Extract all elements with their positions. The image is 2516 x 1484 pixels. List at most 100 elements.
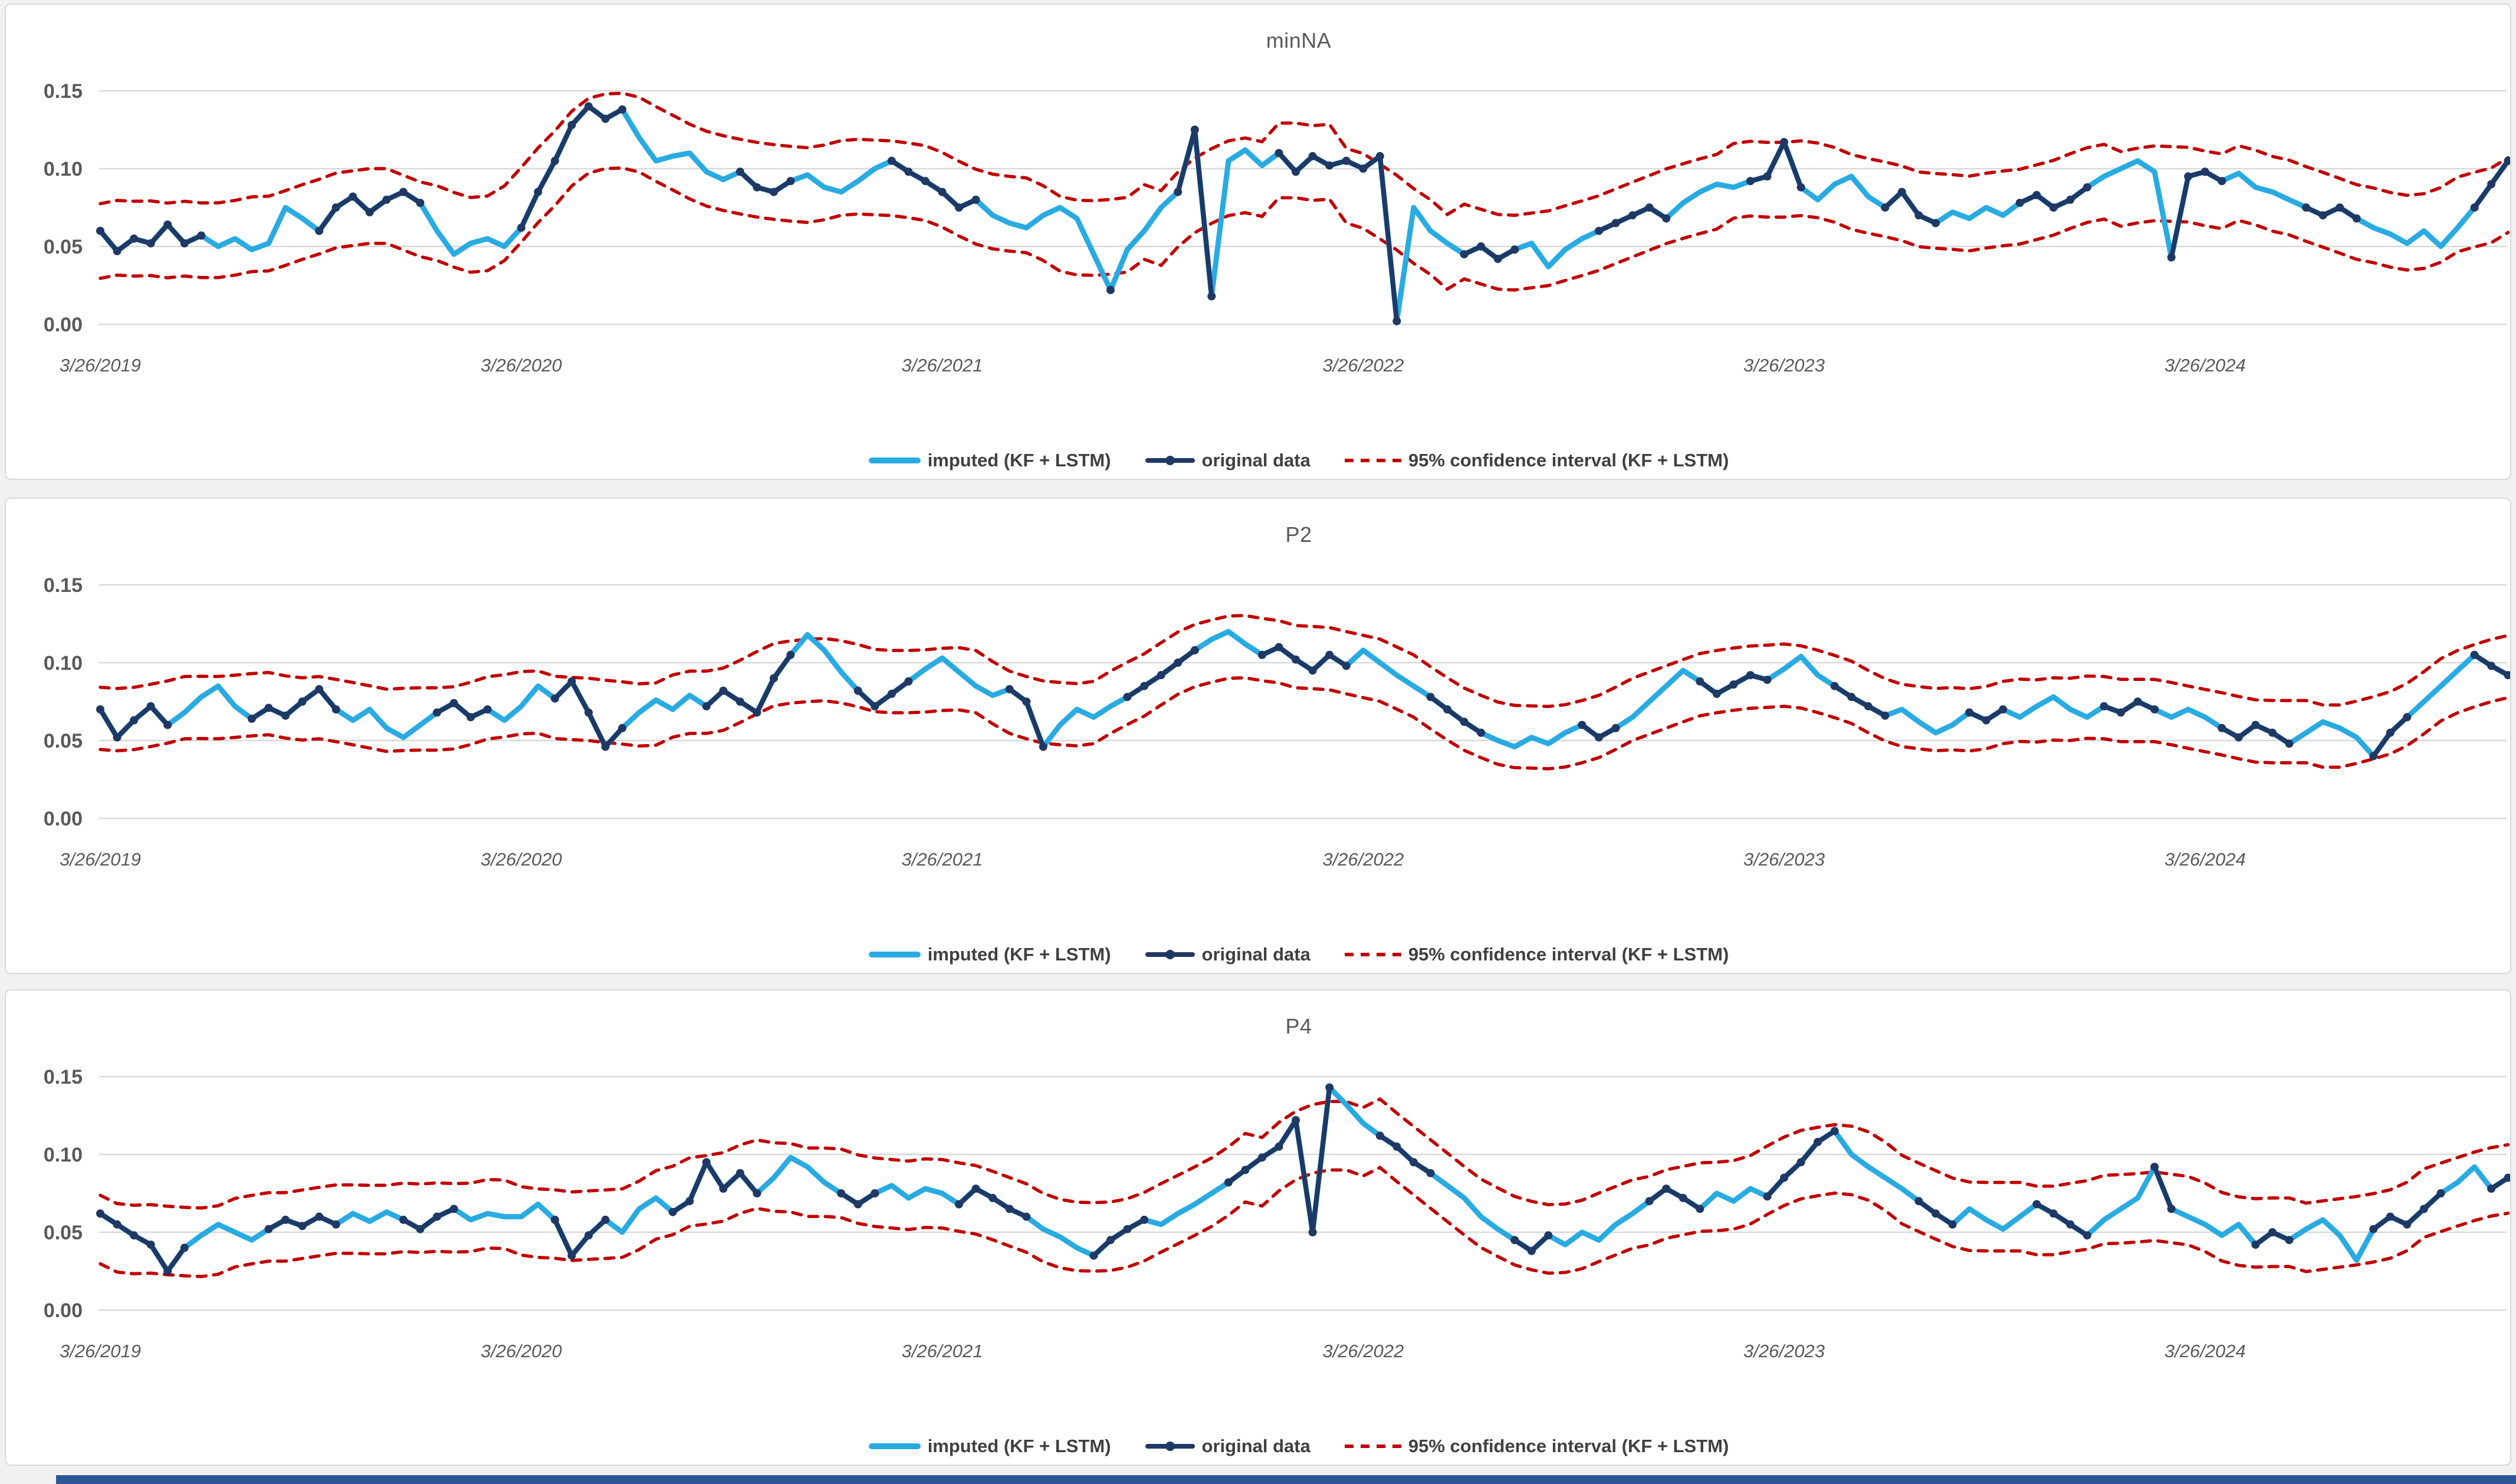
original-point [2403, 713, 2412, 722]
original-line-segment [1749, 140, 1804, 189]
original-point [2083, 183, 2091, 192]
original-point [887, 689, 896, 698]
legend-label-original: original data [1201, 450, 1310, 470]
original-line-segment [2169, 169, 2223, 258]
original-point [433, 708, 441, 717]
original-line-segment [705, 653, 793, 715]
original-point [1578, 720, 1587, 729]
legend-item-original: original data [1145, 944, 1310, 965]
original-point [1106, 285, 1115, 294]
legend-label-ci: 95% confidence interval (KF + LSTM) [1408, 1436, 1729, 1456]
legend-item-imputed: imputed (KF + LSTM) [868, 944, 1111, 965]
original-point [1729, 680, 1738, 689]
original-point [1965, 708, 1974, 717]
original-point [735, 1169, 744, 1177]
original-point [2386, 1212, 2395, 1221]
original-point [1190, 646, 1199, 654]
original-point [2268, 1228, 2277, 1236]
original-point [2369, 1225, 2378, 1233]
original-point [2167, 253, 2176, 262]
x-tick-label: 3/26/2022 [1322, 1341, 1404, 1361]
ci-dashed-swatch-icon [1344, 1444, 1401, 1448]
minna-plot-svg: 0.00 0.05 0.10 0.15 3/26/2019 3/26/2020 3/26/2… [44, 80, 2510, 376]
legend-item-original: original data [1145, 1436, 1310, 1457]
x-tick-label: 3/26/2023 [1743, 849, 1825, 870]
ci-upper-line [98, 91, 2510, 217]
x-tick-label: 3/26/2021 [902, 1341, 983, 1361]
x-tick-label: 3/26/2021 [902, 849, 983, 870]
original-point [2066, 1220, 2075, 1229]
chart-panel-minna[interactable]: 0.00 0.05 0.10 0.15 3/26/2019 3/26/2020 3/26/2… [5, 4, 2511, 480]
original-point [1308, 1228, 1317, 1236]
original-line-segment [1261, 644, 1348, 673]
original-point [365, 208, 374, 216]
original-point [1426, 1169, 1435, 1177]
original-point [735, 167, 744, 176]
original-point [1914, 1197, 1923, 1206]
chart-title: minNA [1266, 28, 1332, 52]
original-point [1375, 1131, 1384, 1140]
legend-item-ci: 95% confidence interval (KF + LSTM) [1344, 450, 1729, 471]
ci-dashed-swatch-icon [1344, 459, 1401, 462]
original-point [1426, 693, 1435, 702]
legend-item-imputed: imputed (KF + LSTM) [868, 1436, 1111, 1457]
original-point [702, 702, 711, 710]
original-point [1527, 1246, 1536, 1255]
original-point [567, 1251, 576, 1260]
original-point [1510, 245, 1519, 254]
original-point [2032, 1200, 2041, 1209]
original-point [955, 203, 963, 212]
original-point [618, 723, 627, 732]
original-point [2386, 728, 2395, 737]
original-point [601, 1215, 610, 1224]
y-tick-label: 0.00 [44, 1299, 83, 1322]
original-point [584, 1231, 593, 1240]
chart-legend: imputed (KF + LSTM) original data 95% co… [94, 1433, 2503, 1460]
original-point [113, 1220, 121, 1229]
original-point [315, 1212, 324, 1221]
original-point [2150, 1163, 2159, 1172]
x-tick-label: 3/26/2019 [60, 849, 141, 870]
original-point [567, 121, 576, 130]
original-point [702, 1158, 711, 1167]
original-point [382, 195, 391, 204]
original-point [719, 686, 728, 695]
chart-title: P4 [1285, 1014, 1312, 1038]
y-tick-label: 0.00 [44, 808, 83, 830]
original-line-segment [98, 1211, 187, 1274]
original-point [449, 699, 458, 708]
x-tick-label: 3/26/2022 [1322, 849, 1404, 870]
imputed-line [97, 103, 2510, 324]
original-point [2487, 662, 2496, 670]
legend-item-original: original data [1145, 450, 1310, 471]
original-point [1932, 219, 1940, 228]
original-point [1308, 666, 1317, 675]
original-point [1207, 292, 1216, 301]
original-point [971, 195, 980, 204]
x-tick-label: 3/26/2023 [1743, 1341, 1825, 1361]
original-point [449, 1205, 458, 1213]
original-point [668, 1207, 677, 1216]
chart-panel-p2[interactable]: 0.00 0.05 0.10 0.15 3/26/2019 3/26/2020 3/26/2… [5, 498, 2511, 974]
chart-panel-p4[interactable]: 0.00 0.05 0.10 0.15 3/26/2019 3/26/2020 3/26/2… [5, 989, 2511, 1466]
original-point [1897, 187, 1906, 196]
y-tick-label: 0.10 [44, 652, 83, 674]
original-point [1257, 650, 1266, 659]
original-point [2285, 739, 2294, 748]
legend-item-ci: 95% confidence interval (KF + LSTM) [1344, 1436, 1729, 1457]
original-point [2369, 752, 2378, 761]
original-point [281, 1215, 290, 1224]
original-point [1308, 152, 1317, 160]
original-point [1325, 650, 1334, 659]
original-point [534, 187, 543, 196]
original-point [550, 694, 559, 703]
original-point [1460, 718, 1469, 726]
original-point [1022, 697, 1031, 706]
y-tick-label: 0.15 [44, 80, 83, 103]
original-line-segment [1463, 244, 1516, 262]
original-point [2200, 167, 2209, 176]
original-point [1645, 203, 1654, 212]
original-point [753, 183, 761, 192]
original-point [483, 705, 492, 714]
original-line-segment [2305, 205, 2358, 221]
